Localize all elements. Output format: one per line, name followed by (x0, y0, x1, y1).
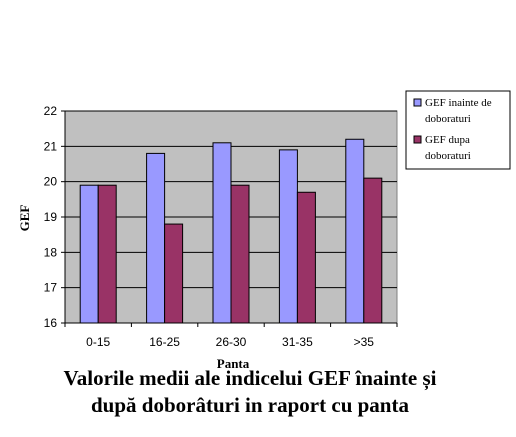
legend-label-series-2-line-1: GEF dupa (425, 134, 470, 146)
bars (79, 138, 383, 324)
x-axis: 0-15 16-25 26-30 31-35 >35 (64, 322, 398, 349)
legend-box (405, 90, 511, 170)
bar-series-1 (345, 138, 365, 324)
bar-series-1 (79, 184, 99, 324)
caption-line-1: Valorile medii ale indicelui GEF înainte… (63, 366, 437, 390)
y-tick-label: 19 (44, 210, 58, 224)
x-tick-label: 16-25 (149, 335, 180, 349)
legend-label-series-1-line-1: GEF inainte de (425, 97, 492, 109)
y-axis-label: GEF (17, 205, 32, 232)
caption-line-2: după doborâturi in raport cu panta (91, 393, 409, 417)
bar-chart: 16 17 18 19 20 21 22 0-15 16-25 26-30 31-35 >35 GE… (17, 90, 511, 370)
bar-series-2 (230, 184, 250, 324)
x-tick-label: 26-30 (216, 335, 247, 349)
y-axis: 16 17 18 19 20 21 22 (44, 104, 66, 330)
x-tick-label: >35 (354, 335, 375, 349)
chart-caption: Valorile medii ale indicelui GEF înainte… (0, 365, 500, 419)
legend-swatch-series-1 (413, 98, 422, 107)
bar-series-2 (363, 177, 383, 324)
legend-swatch-series-2 (413, 135, 422, 144)
y-tick-label: 18 (44, 245, 58, 259)
y-tick-label: 21 (44, 139, 58, 153)
bar-series-1 (278, 149, 298, 324)
bar-series-2 (296, 191, 316, 324)
bar-series-2 (97, 184, 117, 324)
bar-series-1 (212, 142, 232, 324)
y-tick-label: 22 (44, 104, 58, 118)
bar-series-1 (146, 152, 166, 324)
x-axis-label: Panta (217, 356, 250, 370)
bar-series-2 (164, 223, 184, 324)
y-tick-label: 20 (44, 175, 58, 189)
y-tick-label: 16 (44, 316, 58, 330)
x-tick-label: 31-35 (282, 335, 313, 349)
legend: GEF inainte de doboraturi GEF dupa dobor… (405, 90, 511, 170)
x-tick-label: 0-15 (86, 335, 110, 349)
y-tick-label: 17 (44, 281, 58, 295)
legend-label-series-2-line-2: doboraturi (425, 150, 471, 162)
legend-label-series-1-line-2: doboraturi (425, 113, 471, 125)
